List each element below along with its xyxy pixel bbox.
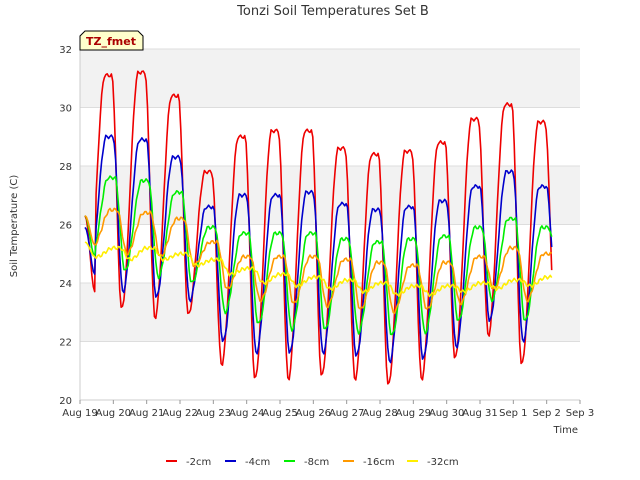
x-tick-label: Aug 20: [96, 408, 131, 419]
x-tick-label: Aug 25: [262, 408, 297, 419]
x-tick-label: Aug 19: [62, 408, 97, 419]
plot-band: [80, 49, 580, 108]
axes: [79, 49, 580, 401]
series-line-m2cm: [84, 70, 553, 385]
x-tick-label: Aug 27: [329, 408, 364, 419]
x-axis-label: Time: [553, 425, 578, 436]
series-line-m4cm: [84, 134, 553, 364]
y-tick-label: 26: [59, 221, 72, 232]
x-tick-label: Sep 1: [499, 408, 527, 419]
x-tick-label: Aug 26: [296, 408, 331, 419]
x-tick-label: Sep 2: [532, 408, 560, 419]
y-axis-ticks: 20 22 24 26 28 30 32: [59, 45, 72, 407]
series-line-m16cm: [84, 207, 553, 315]
x-tick-label: Aug 31: [462, 408, 497, 419]
y-tick-label: 28: [59, 162, 72, 173]
badge-box: [79, 30, 144, 51]
badge: TZ_fmet: [79, 30, 144, 51]
x-tick-label: Aug 29: [396, 408, 431, 419]
legend-label: -8cm: [304, 457, 329, 468]
y-tick-label: 22: [59, 338, 72, 349]
y-tick-label: 30: [59, 104, 72, 115]
series-line-m32cm: [84, 241, 553, 298]
badge-label: TZ_fmet: [86, 35, 136, 48]
x-tick-label: Aug 23: [196, 408, 231, 419]
x-tick-label: Aug 28: [362, 408, 397, 419]
y-tick-label: 32: [59, 45, 72, 56]
legend-label: -16cm: [363, 457, 395, 468]
series-lines: [84, 70, 553, 385]
legend-label: -32cm: [427, 457, 459, 468]
x-tick-label: Aug 22: [162, 408, 197, 419]
y-tick-label: 20: [59, 396, 72, 407]
chart-title: Tonzi Soil Temperatures Set B: [236, 4, 429, 19]
legend-label: -4cm: [245, 457, 270, 468]
x-tick-label: Aug 21: [129, 408, 164, 419]
legend: -2cm -4cm -8cm -16cm -32cm: [166, 457, 459, 468]
y-axis-label: Soil Temperature (C): [9, 175, 20, 278]
x-tick-label: Aug 24: [229, 408, 264, 419]
legend-label: -2cm: [186, 457, 211, 468]
y-tick-label: 24: [59, 279, 72, 290]
x-tick-label: Sep 3: [566, 408, 594, 419]
x-tick-label: Aug 30: [429, 408, 464, 419]
